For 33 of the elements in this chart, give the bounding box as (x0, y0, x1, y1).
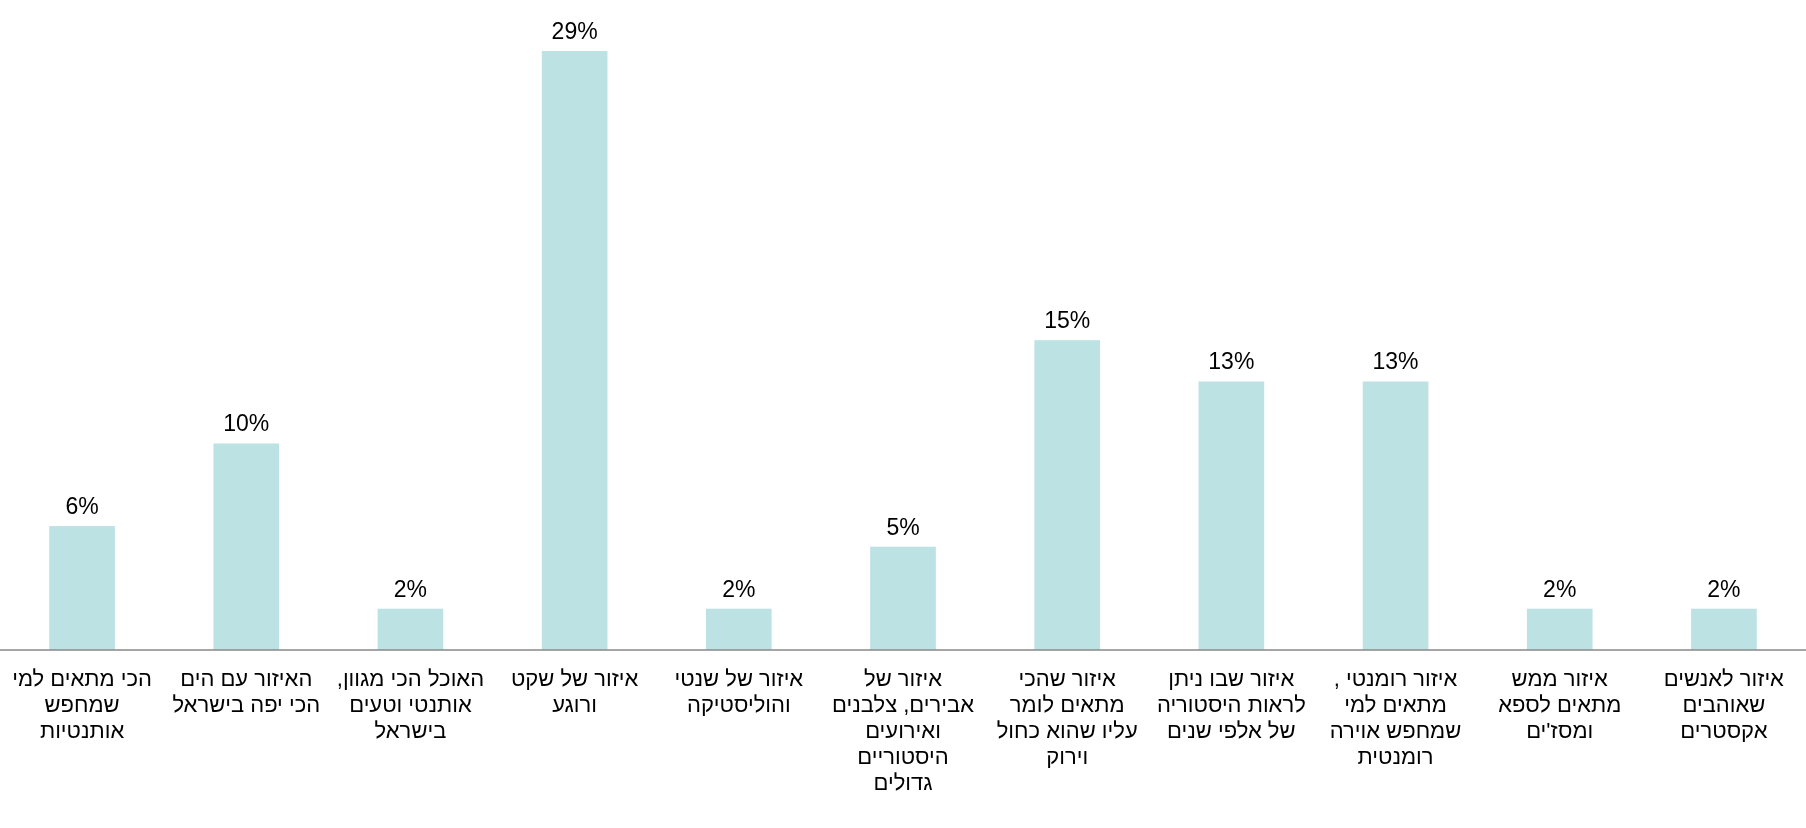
x-tick-label: איזור של שנטי והוליסטיקה (674, 666, 804, 717)
bar (870, 546, 936, 650)
bar (49, 526, 115, 650)
bar (1198, 381, 1265, 650)
x-tick-label: איזור שהכי מתאים לומר עליו שהוא כחול וירוק (996, 666, 1138, 769)
data-label: 15% (1044, 307, 1091, 334)
data-label: 29% (551, 18, 598, 44)
x-tick-label: איזור של שקט ורוגע (510, 666, 639, 717)
bar (213, 443, 280, 650)
x-tick-label: איזור רומנטי , מתאים למי שמחפש אוירה רומנטית (1329, 666, 1462, 769)
bar (377, 608, 444, 650)
x-tick-label: איזור של אבירים, צלבנים ואירועים היסטוריים גדולים (832, 666, 975, 795)
x-tick-label: האיזור עם הים הכי יפה בישראל (172, 666, 321, 717)
bar (541, 51, 608, 650)
x-tick-label: האוכל הכי מגוון, אותנטי וטעים בישראל (336, 666, 485, 743)
bar (1526, 608, 1593, 650)
bar (1362, 381, 1429, 650)
x-tick-label: איזור ממש מתאים לספא ומסז'ים (1498, 666, 1622, 743)
x-tick-label: איזור לאנשים שאוהבים אקסטרים (1663, 666, 1785, 743)
data-label: 10% (223, 410, 270, 437)
x-tick-label: הכי מתאים למי שמחפש אותנטיות (12, 666, 152, 743)
x-tick-label: איזור שבו ניתן לראות היסטוריה של אלפי שנים (1156, 666, 1306, 743)
bar (1691, 608, 1757, 650)
data-label: 2% (393, 575, 428, 602)
data-label: 2% (722, 575, 756, 602)
data-label: 5% (886, 513, 920, 540)
data-label: 2% (1543, 575, 1577, 602)
data-label: 2% (1707, 575, 1741, 602)
bar (705, 608, 772, 650)
data-label: 13% (1208, 348, 1255, 375)
data-label: 6% (65, 493, 99, 520)
data-label: 13% (1372, 348, 1419, 375)
bar (1034, 340, 1101, 650)
